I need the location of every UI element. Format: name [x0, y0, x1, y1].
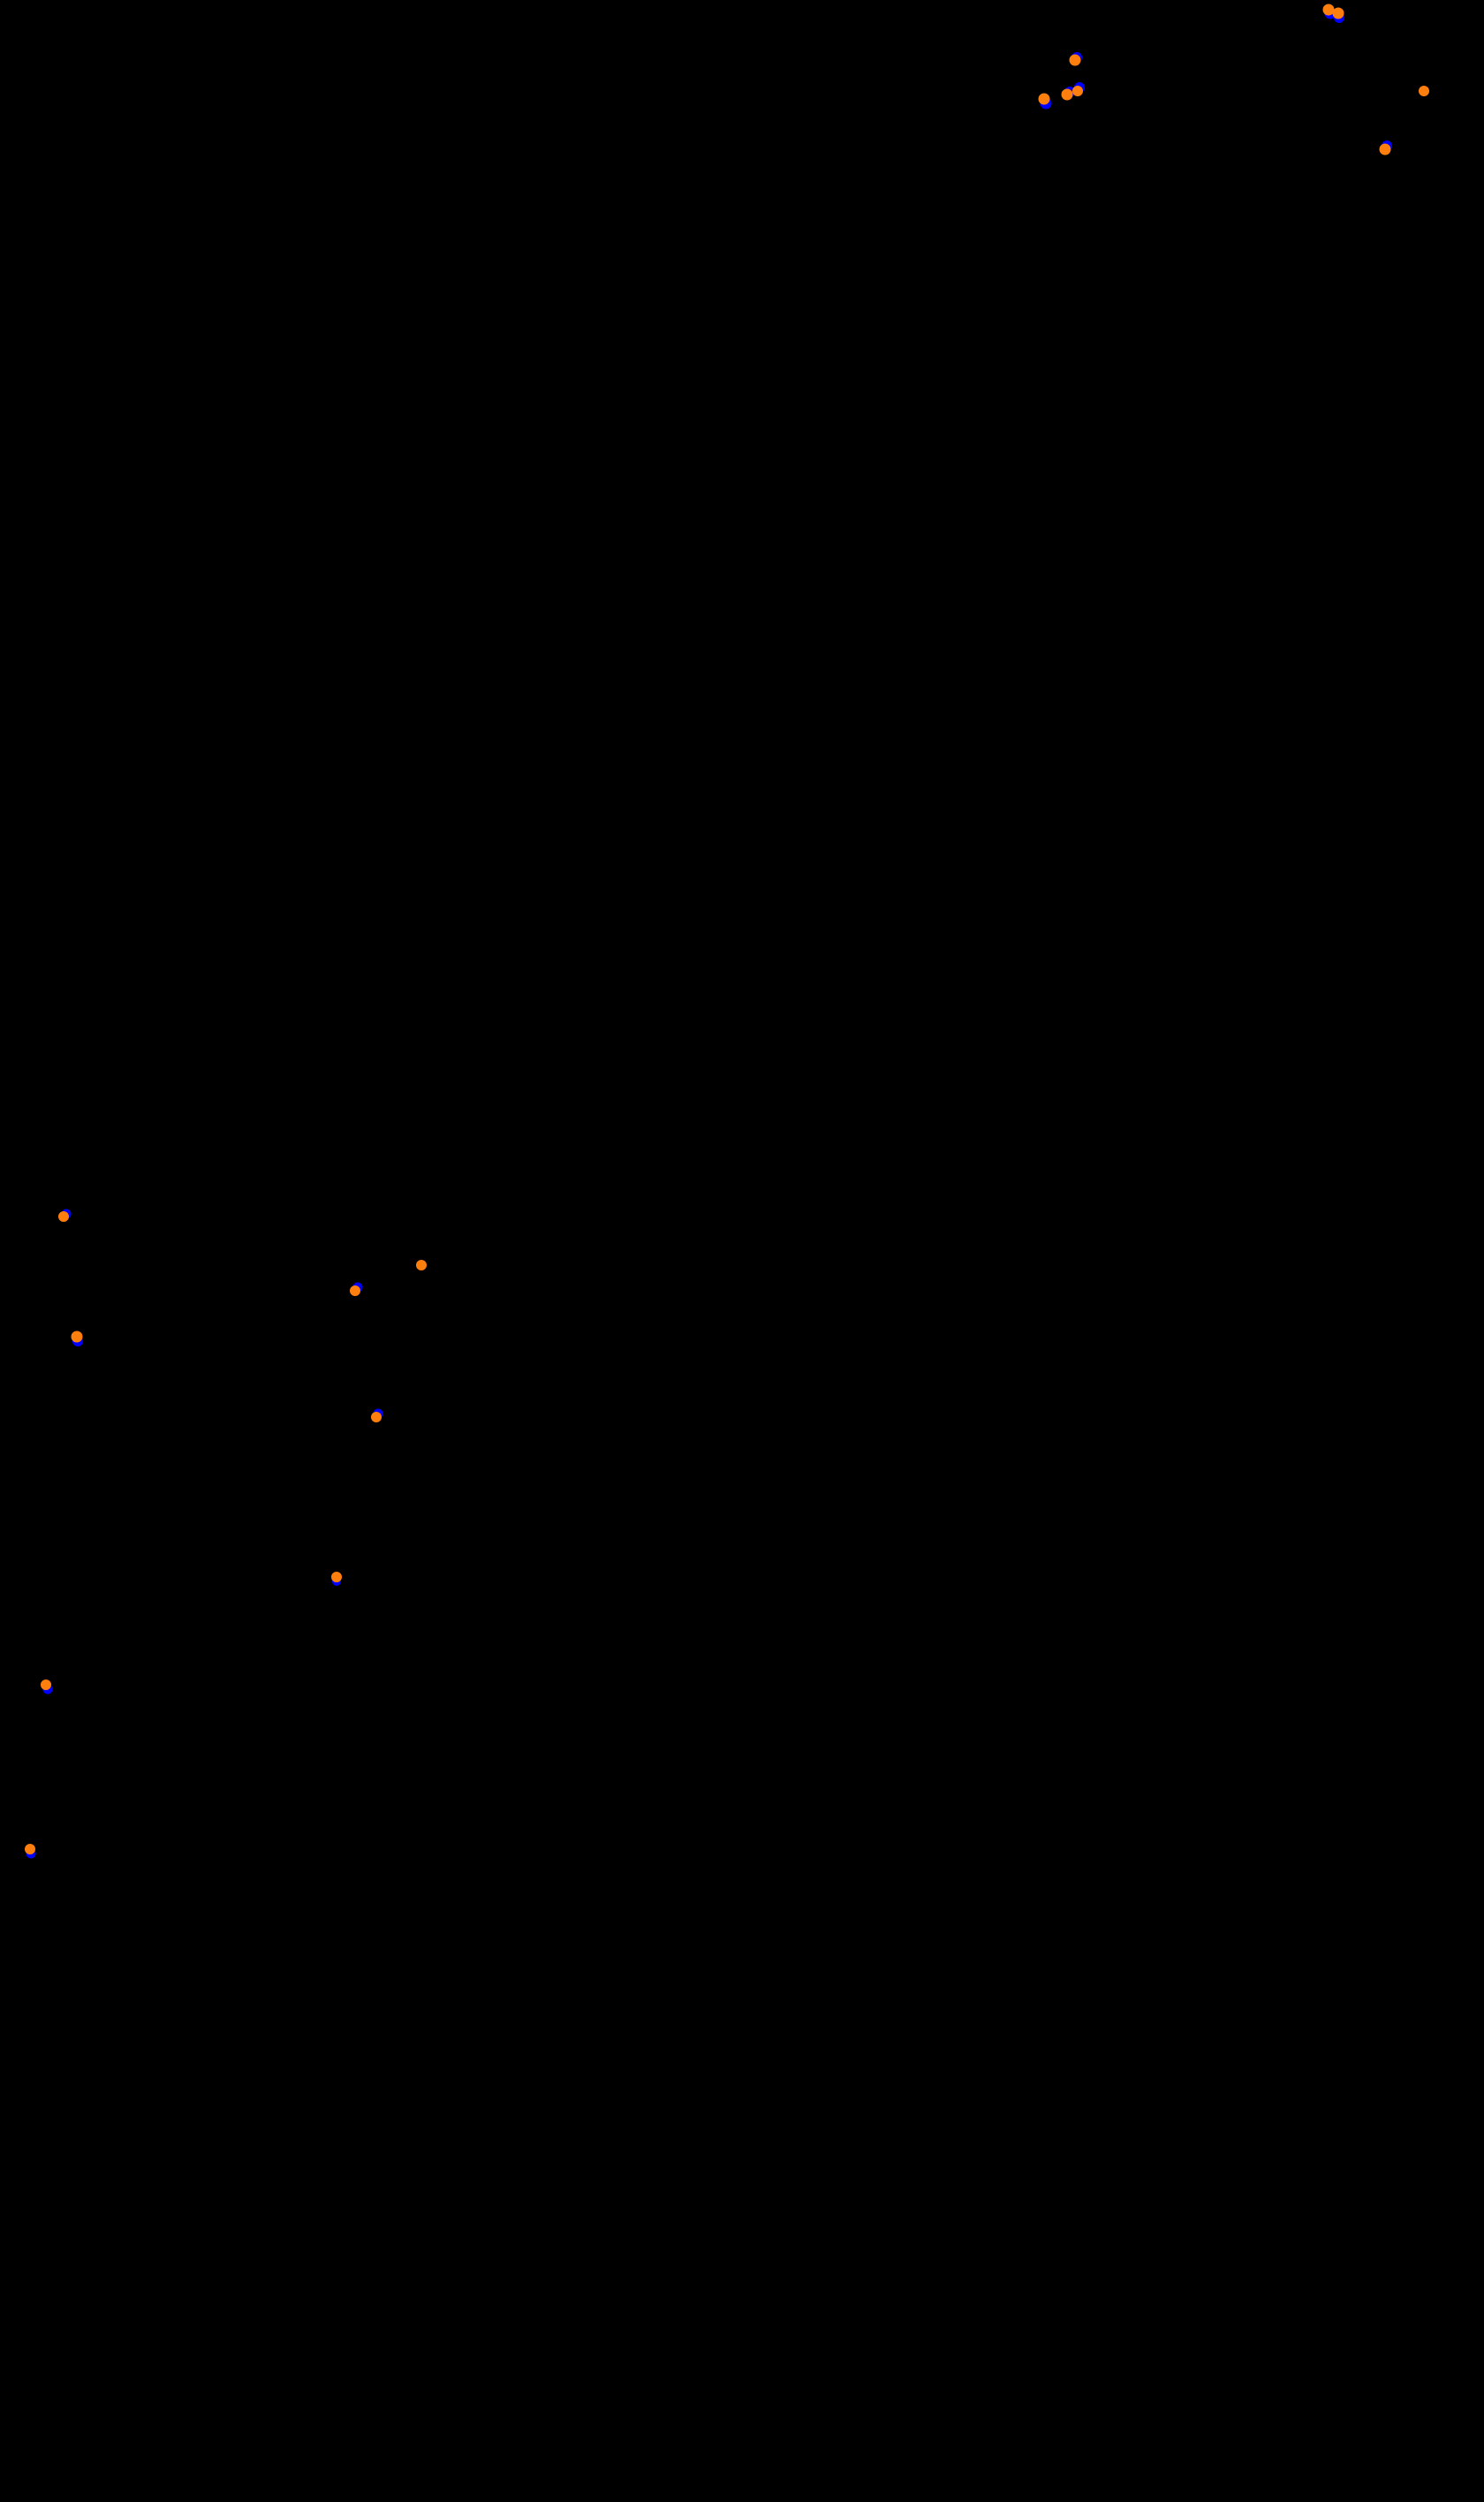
marker-dot-icon[interactable]	[1072, 86, 1083, 96]
marker-dot-icon[interactable]	[41, 1679, 51, 1690]
marker-dot-icon[interactable]	[1332, 7, 1344, 19]
marker-dot-icon[interactable]	[1061, 88, 1073, 101]
marker-dot-icon[interactable]	[1322, 4, 1335, 16]
marker-dot-icon[interactable]	[1069, 54, 1081, 66]
marker-dot-icon[interactable]	[71, 1331, 83, 1343]
marker-dot-icon[interactable]	[1038, 93, 1050, 105]
marker-dot-icon[interactable]	[371, 1412, 382, 1422]
marker-dot-icon[interactable]	[350, 1285, 360, 1296]
marker-dot-icon[interactable]	[416, 1260, 427, 1270]
marker-dot-icon[interactable]	[25, 1844, 35, 1854]
marker-dot-icon[interactable]	[58, 1211, 69, 1222]
marker-dot-icon[interactable]	[1419, 86, 1429, 96]
marker-dot-icon[interactable]	[1379, 143, 1391, 155]
marker-dot-icon[interactable]	[331, 1572, 342, 1582]
